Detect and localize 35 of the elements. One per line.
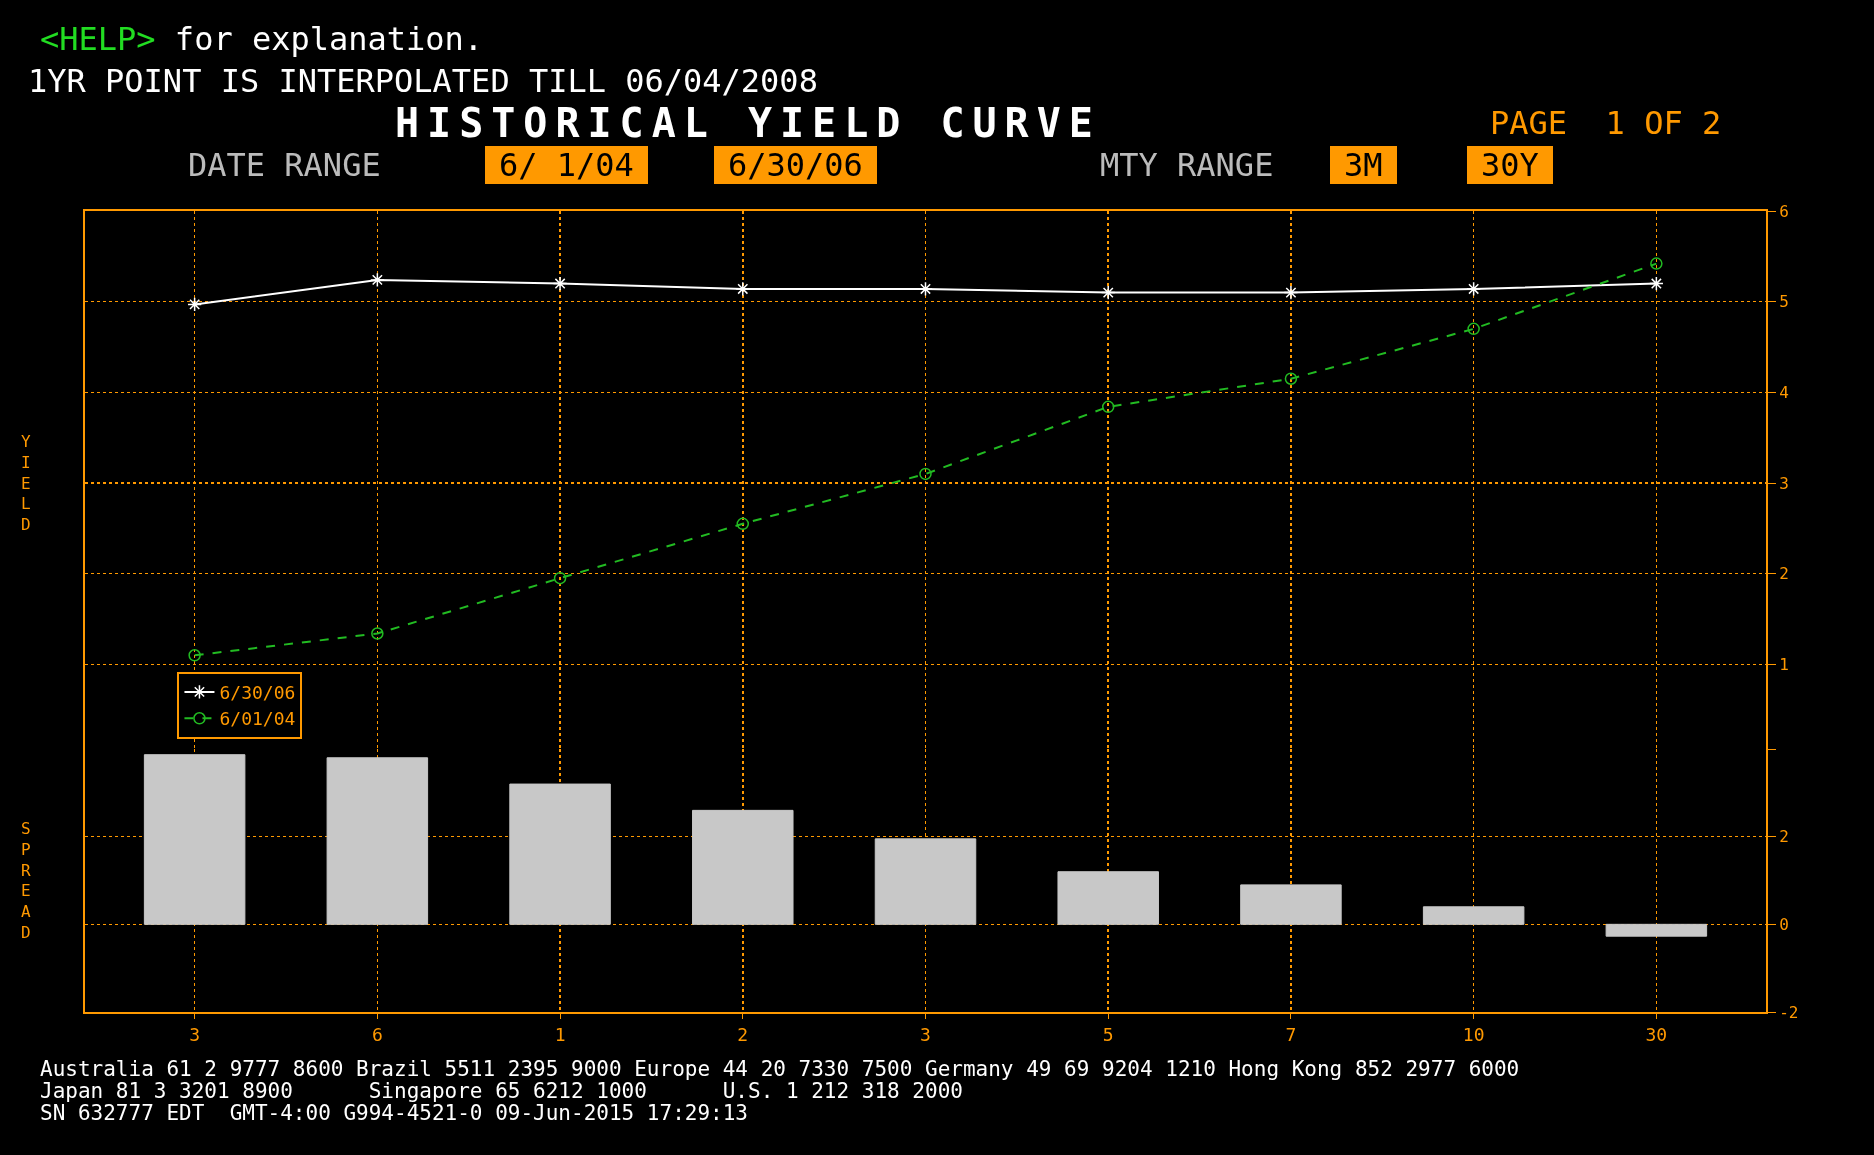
x-tick-label: 6 [371, 1023, 383, 1045]
chart-title: HISTORICAL YIELD CURVE [395, 100, 1101, 146]
x-tick-label: 2 [737, 1023, 749, 1045]
text: MTY RANGE [1100, 146, 1274, 184]
x-tick-label: 3 [920, 1023, 931, 1045]
x-tick-label: 30 [1645, 1023, 1668, 1045]
y-tick-label: 4 [1779, 382, 1789, 402]
y-tick-label: 3 [1779, 473, 1789, 493]
y-tick-label: 2 [1779, 827, 1789, 847]
text: Australia 61 2 9777 8600 Brazil 5511 2395 9000 Europe 44 20 7330 7500 Germany 49 69 9204 1210 Hong Kong 852 2977 6000 [40, 1057, 1520, 1081]
text: <HELP> for explanation. [40, 20, 484, 58]
text: 3M [1330, 146, 1397, 184]
x-tick-label: 1 [554, 1023, 566, 1045]
text: 30Y [1467, 146, 1553, 184]
text: Japan 81 3 3201 8900 Singapore 65 6212 1000 U.S. 1 212 318 2000 [40, 1079, 963, 1103]
y-tick-label: 2 [1779, 564, 1789, 584]
text: 6/ 1/04 [485, 146, 648, 184]
y-tick-label: -2 [1779, 1002, 1799, 1022]
y-tick-label: 1 [1779, 654, 1789, 674]
text: DATE RANGE [188, 146, 381, 184]
x-tick-label: 10 [1462, 1023, 1485, 1045]
y-axis-title: YIELD [21, 432, 31, 535]
text: 6/30/06 [714, 146, 877, 184]
text: SN 632777 EDT GMT-4:00 G994-4521-0 09-Jun-2015 17:29:13 [40, 1101, 749, 1125]
y-tick-label: 6 [1779, 201, 1789, 221]
text: PAGE 1 OF 2 [1490, 104, 1722, 142]
x-tick-label: 7 [1285, 1023, 1297, 1045]
x-tick-label: 3 [189, 1023, 201, 1045]
y-tick-label: 0 [1779, 914, 1789, 934]
x-tick-label: 5 [1102, 1023, 1114, 1045]
text: 1YR POINT IS INTERPOLATED TILL 06/04/2008 [28, 62, 818, 100]
legend-label: 6/01/04 [219, 708, 296, 730]
y-axis-title: SPREAD [21, 819, 31, 942]
legend-label: 6/30/06 [219, 681, 296, 703]
y-tick-label: 5 [1779, 292, 1789, 312]
